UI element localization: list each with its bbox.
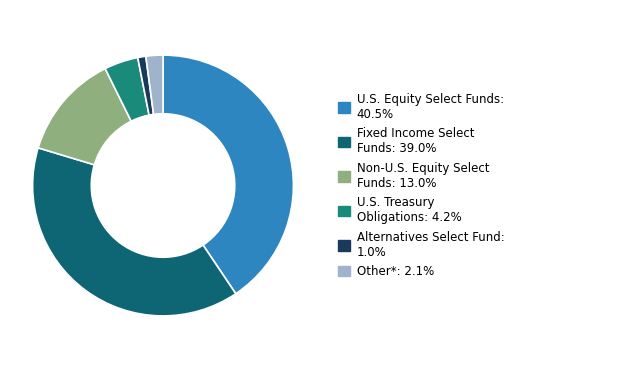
Wedge shape bbox=[163, 55, 293, 294]
Wedge shape bbox=[138, 56, 154, 115]
Wedge shape bbox=[38, 69, 131, 165]
Wedge shape bbox=[146, 55, 163, 114]
Wedge shape bbox=[33, 148, 236, 316]
Wedge shape bbox=[105, 58, 149, 121]
Legend: U.S. Equity Select Funds:
40.5%, Fixed Income Select
Funds: 39.0%, Non-U.S. Equi: U.S. Equity Select Funds: 40.5%, Fixed I… bbox=[332, 87, 510, 284]
